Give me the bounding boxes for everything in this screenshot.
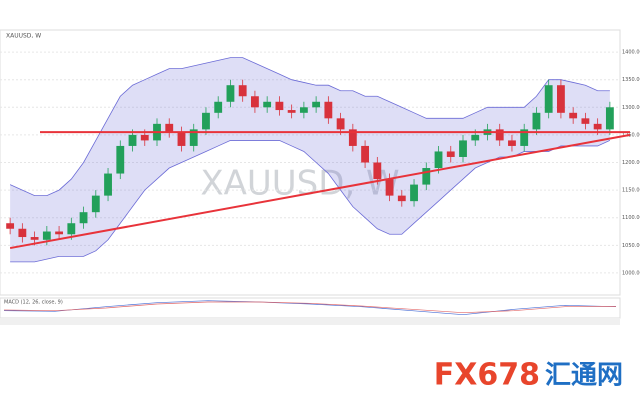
candle-body [361, 145, 369, 163]
band-upper [9, 57, 610, 197]
y-tick-label: 1000.00 [622, 270, 640, 276]
candle-body [299, 107, 308, 113]
candle-body [165, 123, 174, 133]
logo: FX678 [434, 358, 540, 393]
candle-body [471, 134, 480, 141]
candle-body [348, 129, 357, 146]
y-tick-label: 1250.00 [622, 132, 640, 138]
candle-body [410, 184, 418, 202]
chart-title: XAUUSD, W [6, 33, 41, 40]
candle-body [251, 96, 259, 108]
candle-body [287, 110, 296, 113]
candle-body [312, 101, 321, 108]
candle-body [569, 112, 578, 119]
indicator-label: MACD (12, 26, close, 9) [4, 300, 63, 306]
y-tick-label: 1400.00 [622, 50, 640, 56]
y-tick-label: 1100.00 [622, 215, 640, 221]
candle-body [214, 101, 223, 113]
candle-body [593, 123, 602, 130]
candle-body [128, 134, 137, 146]
candle-body [104, 173, 112, 196]
candle-body [238, 85, 247, 97]
candle-body [18, 228, 27, 238]
candle-body [202, 112, 210, 130]
candle-body [30, 237, 39, 240]
candle-body [116, 145, 125, 174]
candle-body [189, 129, 198, 146]
logo-cn: 汇通网 [545, 361, 623, 391]
candle-body [67, 223, 76, 235]
candle-body [6, 223, 15, 229]
y-tick-label: 1200.00 [622, 160, 640, 166]
candle-body [557, 85, 565, 113]
candle-body [263, 101, 272, 108]
candle-body [385, 179, 394, 196]
candle-body [140, 134, 149, 141]
y-tick-label: 1300.00 [622, 105, 640, 111]
candle-body [275, 101, 284, 111]
candle-body [55, 231, 63, 235]
candle-body [495, 129, 504, 141]
candle-body [226, 85, 235, 102]
candle-body [544, 85, 553, 113]
candle-body [434, 151, 443, 169]
candle-body [79, 212, 88, 224]
candle-body [422, 168, 431, 185]
y-tick-label: 1050.00 [622, 243, 640, 249]
candle-body [532, 112, 541, 130]
candle-body [397, 195, 406, 202]
candle-body [520, 129, 529, 146]
candle-body [605, 107, 614, 130]
candle-body [91, 195, 100, 213]
candle-body [373, 162, 382, 180]
candle-body [42, 231, 51, 240]
date-axis [0, 318, 620, 325]
candle-body [508, 140, 516, 146]
main-panel [0, 29, 621, 296]
bollinger-band [10, 57, 610, 262]
candle-body [581, 118, 590, 124]
y-tick-label: 1350.00 [622, 77, 640, 83]
y-tick-label: 1150.00 [622, 188, 640, 194]
candle-body [459, 140, 467, 157]
candle-body [324, 101, 333, 119]
candle-body [177, 132, 186, 146]
macd-signal [3, 301, 617, 314]
support-line [9, 133, 631, 250]
plot-layer: 1000.00 1050.00 1100.00 1150.00 1200.00 1250.… [0, 50, 640, 316]
macd-macd [3, 300, 617, 316]
candle-body [446, 151, 455, 157]
candle-body [336, 118, 345, 130]
